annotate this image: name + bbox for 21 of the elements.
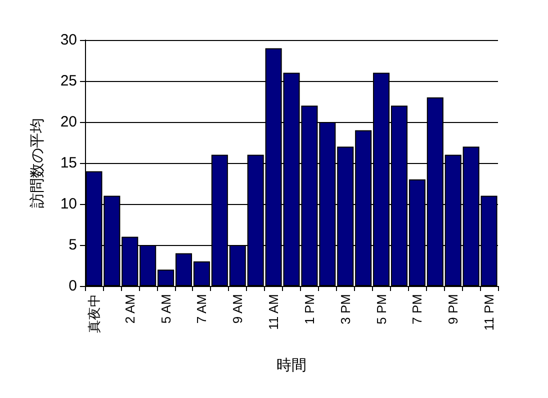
x-tick-label: 2 AM: [122, 294, 138, 324]
x-tick-label: 11 PM: [482, 294, 497, 331]
y-tick-label: 25: [60, 72, 77, 90]
x-axis-title: 時間: [276, 357, 306, 374]
x-tick-label: 3 PM: [338, 294, 353, 324]
y-tick-label: 10: [60, 196, 77, 212]
x-tick-label: 5 AM: [158, 294, 174, 324]
x-tick-label: 9 PM: [446, 294, 461, 324]
y-tick-label: 30: [60, 32, 77, 48]
x-tick-label: 真夜中: [86, 294, 102, 333]
y-tick-label: 5: [68, 236, 77, 254]
x-tick-label: 7 AM: [194, 294, 210, 324]
y-tick-label: 20: [60, 114, 77, 130]
y-axis-title: 訪問数の平均: [29, 118, 46, 208]
x-tick-label: 7 PM: [410, 294, 425, 324]
x-tick-label: 11 AM: [266, 294, 282, 330]
x-tick-label: 9 AM: [230, 294, 246, 324]
x-tick-label: 1 PM: [302, 294, 317, 324]
x-tick-label: 5 PM: [374, 294, 389, 324]
y-tick-label: 0: [68, 278, 77, 294]
y-tick-label: 15: [60, 154, 77, 172]
